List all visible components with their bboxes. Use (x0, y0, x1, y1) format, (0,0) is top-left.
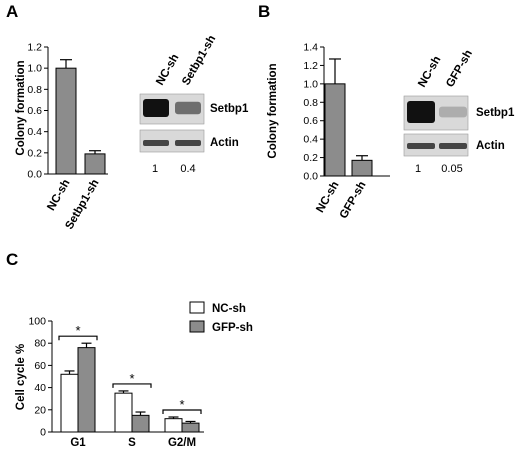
blot-b-lane-label-2: GFP-sh (444, 48, 475, 89)
chart-c-ytick-label: 100 (28, 316, 46, 328)
blot-a-actin-band (175, 140, 201, 146)
blot-b-actin-membrane (403, 133, 469, 157)
legend-swatch-nc-sh (189, 301, 205, 314)
chart-a-ytick-label: 0.4 (27, 126, 42, 138)
blot-a-row-label-actin: Actin (210, 137, 239, 149)
chart-c-ytick-label: 20 (34, 404, 46, 416)
chart-a-ytick-label: 1.2 (27, 42, 42, 54)
chart-a-ytick-label: 0.2 (27, 147, 42, 159)
chart-c-significance-bracket (112, 383, 152, 388)
chart-c-ytick-label: 80 (34, 338, 46, 350)
legend-swatch-gfp-sh (189, 320, 205, 333)
blot-b-setbp1-band (407, 101, 435, 123)
chart-b-ytick-label: 1.2 (303, 60, 318, 72)
panel-label-c: C (6, 250, 18, 269)
chart-a-ytick-label: 0.6 (27, 105, 42, 117)
blot-a-setbp1-band (175, 101, 201, 115)
chart-c-cell-cycle: Cell cycle % 0 20 40 60 80 100 G1 * S * G2/M * NC-s… (15, 301, 253, 449)
western-blot-a: NC-sh Setbp1-sh Setbp1 Actin 1 0.4 (139, 33, 249, 175)
blot-a-lane-label-1: NC-sh (154, 52, 181, 87)
chart-b-category-label: NC-sh (314, 180, 341, 215)
chart-c-significance-mark: * (129, 371, 134, 386)
legend-label-gfp-sh: GFP-sh (212, 322, 253, 334)
chart-c-bar-nc-sh (164, 418, 183, 433)
chart-c-bar-nc-sh (114, 392, 133, 433)
blot-b-row-label-actin: Actin (476, 140, 505, 152)
chart-a-ytick-label: 1.0 (27, 63, 42, 75)
chart-b-ylabel: Colony formation (267, 63, 279, 158)
blot-a-row-label-setbp1: Setbp1 (210, 103, 249, 115)
western-blot-b: NC-sh GFP-sh Setbp1 Actin 1 0.05 (403, 48, 515, 175)
blot-b-row-label-setbp1: Setbp1 (476, 107, 515, 119)
blot-a-actin-membrane (139, 129, 205, 153)
legend-label-nc-sh: NC-sh (212, 303, 246, 315)
chart-b-ytick-label: 1.0 (303, 78, 318, 90)
chart-c-ylabel: Cell cycle % (15, 344, 27, 410)
chart-c-category-label: S (128, 437, 136, 449)
chart-a-bar (84, 153, 106, 175)
chart-a-colony-formation: Colony formation 0.0 0.2 0.4 0.6 0.8 1.0 1.2 NC… (15, 42, 108, 232)
chart-b-ytick-label: 1.4 (303, 42, 318, 54)
chart-b-ytick-label: 0.2 (303, 152, 318, 164)
panel-label-a: A (6, 2, 18, 21)
chart-c-ytick-label: 40 (34, 382, 46, 394)
blot-b-quant-1: 1 (415, 163, 421, 175)
chart-a-ytick-label: 0.0 (27, 169, 42, 181)
chart-c-category-label: G2/M (168, 437, 196, 449)
chart-c-bar-gfp-sh (77, 347, 96, 433)
chart-c-ytick-label: 0 (40, 427, 46, 439)
blot-b-lane-label-1: NC-sh (416, 54, 443, 89)
chart-c-bar-gfp-sh (181, 422, 200, 433)
chart-c-significance-bracket (58, 335, 98, 341)
chart-a-ylabel: Colony formation (15, 60, 27, 155)
chart-b-bar (351, 159, 373, 177)
chart-b-colony-formation: Colony formation 0.0 0.2 0.4 0.6 0.8 1.0 1.2 1.… (267, 42, 390, 221)
blot-a-setbp1-band (143, 99, 169, 117)
chart-c-bar-nc-sh (60, 373, 79, 433)
chart-b-ytick-label: 0.0 (303, 171, 318, 183)
chart-b-category-label: GFP-sh (338, 180, 369, 221)
blot-a-lane-label-2: Setbp1-sh (180, 33, 218, 87)
chart-c-ytick-label: 60 (34, 360, 46, 372)
chart-b-bar (324, 83, 346, 177)
blot-a-actin-band (143, 140, 169, 146)
chart-c-bar-gfp-sh (131, 414, 150, 433)
chart-a-ytick-label: 0.8 (27, 84, 42, 96)
panel-label-b: B (258, 2, 270, 21)
blot-a-quant-2: 0.4 (180, 163, 195, 175)
blot-b-actin-band (439, 143, 467, 149)
chart-c-significance-bracket (162, 409, 202, 415)
chart-c-significance-mark: * (179, 397, 184, 412)
chart-c-significance-mark: * (75, 323, 80, 338)
blot-b-setbp1-band (439, 106, 467, 118)
blot-a-quant-1: 1 (152, 163, 158, 175)
chart-b-ytick-label: 0.8 (303, 97, 318, 109)
chart-a-category-label: NC-sh (45, 178, 72, 213)
chart-a-bar (55, 67, 77, 175)
chart-b-ytick-label: 0.6 (303, 115, 318, 127)
chart-b-ytick-label: 0.4 (303, 134, 318, 146)
blot-b-quant-2: 0.05 (441, 163, 462, 175)
blot-b-actin-band (407, 143, 435, 149)
chart-c-category-label: G1 (70, 437, 86, 449)
